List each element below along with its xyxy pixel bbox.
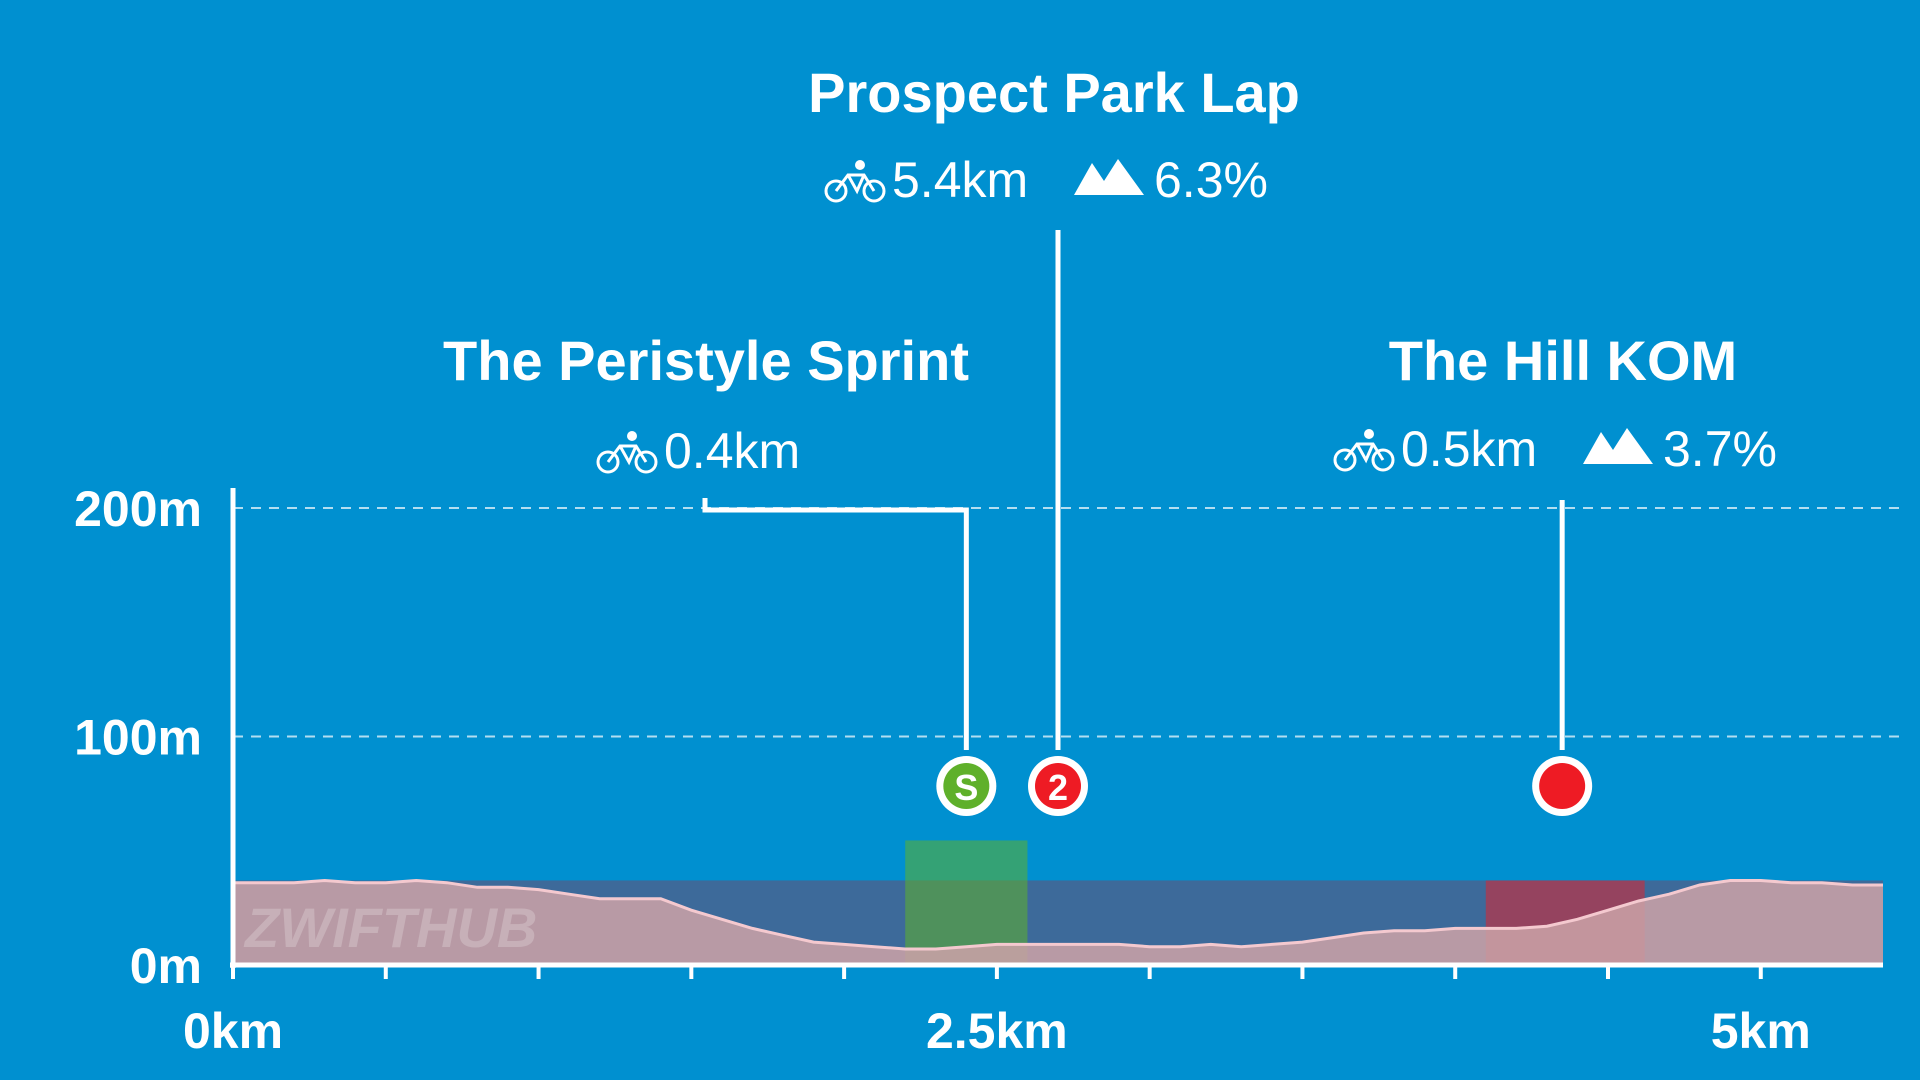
kom-callout: The Hill KOM 0.5km 3.7% bbox=[1333, 329, 1777, 750]
lap-title: Prospect Park Lap bbox=[808, 61, 1300, 124]
bike-icon bbox=[596, 431, 658, 474]
kom-gradient: 3.7% bbox=[1663, 421, 1777, 477]
sprint-callout: The Peristyle Sprint 0.4km bbox=[443, 329, 969, 750]
sprint-leader-line bbox=[702, 498, 969, 750]
sprint-title: The Peristyle Sprint bbox=[443, 329, 969, 392]
sprint-marker-dot bbox=[943, 763, 990, 809]
sprint-marker: S bbox=[936, 756, 997, 816]
y-tick-label: 100m bbox=[74, 710, 202, 766]
x-tick-label: 2.5km bbox=[926, 1003, 1068, 1059]
lap-callout: Prospect Park Lap 5.4km 6.3% bbox=[808, 61, 1300, 750]
lap-distance: 5.4km bbox=[892, 152, 1028, 208]
sprint-marker-label: S bbox=[954, 767, 978, 808]
elevation-line bbox=[233, 878, 1883, 951]
lap-gradient: 6.3% bbox=[1154, 152, 1268, 208]
elevation-area bbox=[233, 880, 1883, 965]
lap-marker-label: 2 bbox=[1048, 767, 1068, 808]
y-tick-label: 0m bbox=[130, 938, 202, 994]
mountain-icon bbox=[1583, 428, 1653, 464]
kom-distance: 0.5km bbox=[1401, 421, 1537, 477]
watermark-logo: ZWIFTHUB bbox=[243, 896, 537, 959]
bike-icon bbox=[1333, 429, 1395, 472]
sprint-distance: 0.4km bbox=[664, 423, 800, 479]
mountain-icon bbox=[1074, 159, 1144, 195]
lap-marker-dot bbox=[1035, 763, 1081, 809]
kom-title: The Hill KOM bbox=[1389, 329, 1737, 392]
y-tick-label: 200m bbox=[74, 481, 202, 537]
x-tick-label: 0km bbox=[183, 1003, 283, 1059]
lap-marker: 2 bbox=[1028, 756, 1088, 816]
x-tick-label: 5km bbox=[1711, 1003, 1811, 1059]
kom-marker-dot bbox=[1539, 763, 1586, 809]
bike-icon bbox=[824, 160, 886, 203]
kom-marker bbox=[1532, 756, 1593, 816]
